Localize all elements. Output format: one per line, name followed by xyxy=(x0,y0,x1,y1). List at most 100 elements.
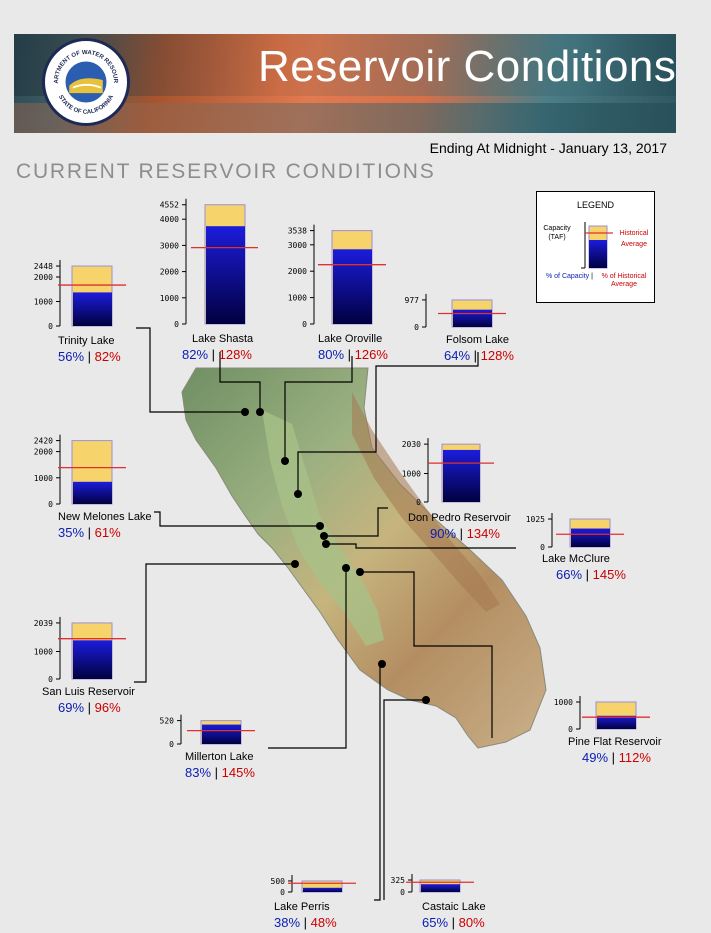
reservoir-name: San Luis Reservoir xyxy=(42,686,135,698)
percent-of-capacity: 56% xyxy=(58,349,85,364)
y-tick-label: 1000 xyxy=(554,698,573,707)
y-tick-label: 0 xyxy=(174,320,179,329)
separator: | xyxy=(470,348,481,363)
reservoir-don-pedro-reservoir: 2030 1000 0 Don Pedro Reservoir 90% | 134% xyxy=(398,376,518,541)
storage-bar xyxy=(73,640,112,679)
y-tick-label: 4000 xyxy=(160,215,179,224)
percent-of-historical-average: 126% xyxy=(354,347,388,362)
separator: | xyxy=(300,915,311,930)
separator: | xyxy=(608,750,619,765)
sierra-nevada xyxy=(352,392,500,612)
location-marker-folsom-lake xyxy=(294,490,302,498)
percent-of-capacity: 38% xyxy=(274,915,301,930)
separator: | xyxy=(84,349,95,364)
reservoir-percentages: 82% | 128% xyxy=(182,347,252,362)
storage-bar xyxy=(571,528,610,547)
percent-of-historical-average: 134% xyxy=(466,526,500,541)
reservoir-percentages: 80% | 126% xyxy=(318,347,388,362)
y-tick-label: 2000 xyxy=(288,267,307,276)
y-tick-label: 0 xyxy=(169,740,174,749)
y-tick-label: 2039 xyxy=(34,619,53,628)
location-marker-lake-shasta xyxy=(256,408,264,416)
y-tick-label: 325 xyxy=(391,876,406,885)
location-marker-castaic-lake xyxy=(422,696,430,704)
y-tick-label: 2420 xyxy=(34,437,53,446)
location-marker-lake-mcclure xyxy=(322,540,330,548)
connector-trinity-lake xyxy=(136,327,245,413)
y-tick-label: 0 xyxy=(540,543,545,550)
reservoir-chart: 520 0 xyxy=(160,714,255,749)
percent-of-capacity: 65% xyxy=(422,915,449,930)
legend-capacity-label: Capacity (TAF) xyxy=(543,225,571,241)
percent-of-historical-average: 145% xyxy=(221,765,255,780)
y-tick-label: 0 xyxy=(280,888,285,897)
percent-of-capacity: 83% xyxy=(185,765,212,780)
reservoir-name: Don Pedro Reservoir xyxy=(408,512,511,524)
percent-of-capacity: 90% xyxy=(430,526,457,541)
storage-bar xyxy=(206,226,245,324)
percent-of-capacity: 49% xyxy=(582,750,609,765)
reservoir-name: Castaic Lake xyxy=(422,901,486,913)
percent-of-capacity: 82% xyxy=(182,347,209,362)
reservoir-percentages: 66% | 145% xyxy=(556,567,626,582)
reservoir-name: Lake McClure xyxy=(542,553,610,565)
reservoir-name: Lake Shasta xyxy=(192,333,254,345)
reservoir-lake-perris: 500 0 Lake Perris 38% | 48% xyxy=(262,862,372,930)
location-marker-lake-perris xyxy=(378,660,386,668)
location-marker-don-pedro-reservoir xyxy=(320,532,328,540)
connector-san-luis-reservoir xyxy=(134,563,295,683)
y-tick-label: 1025 xyxy=(526,515,545,524)
separator: | xyxy=(448,915,459,930)
storage-bar xyxy=(73,481,112,504)
y-tick-label: 0 xyxy=(400,888,405,897)
report-date: Ending At Midnight - January 13, 2017 xyxy=(429,140,667,156)
separator: | xyxy=(344,347,355,362)
page-title: Reservoir Conditions xyxy=(258,42,676,91)
reservoir-percentages: 90% | 134% xyxy=(430,526,500,541)
y-tick-label: 0 xyxy=(414,323,419,332)
y-tick-label: 977 xyxy=(405,296,420,305)
reservoir-lake-mcclure: 1025 0 Lake McClure 66% | 145% xyxy=(520,420,635,582)
reservoir-chart: 2420 2000 1000 0 xyxy=(34,434,126,508)
y-tick-label: 3000 xyxy=(288,241,307,250)
separator: | xyxy=(84,525,95,540)
percent-of-historical-average: 48% xyxy=(310,915,337,930)
connector-don-pedro-reservoir xyxy=(324,507,388,537)
reservoir-percentages: 56% | 82% xyxy=(58,349,121,364)
y-tick-label: 3000 xyxy=(160,241,179,250)
percent-of-historical-average: 80% xyxy=(458,915,485,930)
reservoir-new-melones-lake: 2420 2000 1000 0 New Melones Lake 35% | 61% xyxy=(22,370,152,540)
reservoir-percentages: 35% | 61% xyxy=(58,525,121,540)
reservoir-lake-oroville: 3538 3000 2000 1000 0 Lake Oroville 80% | 126% xyxy=(288,196,398,362)
reservoir-chart: 1000 0 xyxy=(554,696,650,734)
percent-of-capacity: 80% xyxy=(318,347,345,362)
reservoir-folsom-lake: 977 0 Folsom Lake 64% | 128% xyxy=(400,290,515,365)
section-title: CURRENT RESERVOIR CONDITIONS xyxy=(16,160,436,183)
y-tick-label: 500 xyxy=(271,877,286,886)
reservoir-name: Folsom Lake xyxy=(446,334,509,346)
location-marker-new-melones-lake xyxy=(316,522,324,530)
percent-of-capacity: 35% xyxy=(58,525,85,540)
legend: LEGEND Capacity (TAF) Historical Average… xyxy=(536,191,655,303)
reservoir-name: Millerton Lake xyxy=(185,751,254,763)
reservoir-percentages: 49% | 112% xyxy=(582,750,651,765)
storage-bar xyxy=(333,249,372,324)
storage-bar xyxy=(73,292,112,326)
dwr-seal-logo: DEPARTMENT OF WATER RESOURCES STATE OF C… xyxy=(42,38,130,126)
y-tick-label: 0 xyxy=(48,675,53,684)
connector-new-melones-lake xyxy=(154,511,320,527)
y-tick-label: 1000 xyxy=(34,298,53,307)
percent-of-historical-average: 61% xyxy=(94,525,121,540)
storage-bar xyxy=(443,449,480,502)
percent-of-historical-average: 128% xyxy=(218,347,252,362)
separator: | xyxy=(211,765,222,780)
percent-of-historical-average: 96% xyxy=(94,700,121,715)
y-tick-label: 2000 xyxy=(34,273,53,282)
reservoir-lake-shasta: 4552 4000 3000 2000 1000 0 Lake Shasta 82% | 12… xyxy=(148,196,258,362)
reservoir-chart: 4552 4000 3000 2000 1000 0 xyxy=(160,198,258,329)
percent-of-historical-average: 82% xyxy=(94,349,121,364)
y-tick-label: 1000 xyxy=(288,294,307,303)
location-marker-lake-oroville xyxy=(281,457,289,465)
reservoir-pine-flat-reservoir: 1000 0 Pine Flat Reservoir 49% | 112% xyxy=(546,602,676,765)
